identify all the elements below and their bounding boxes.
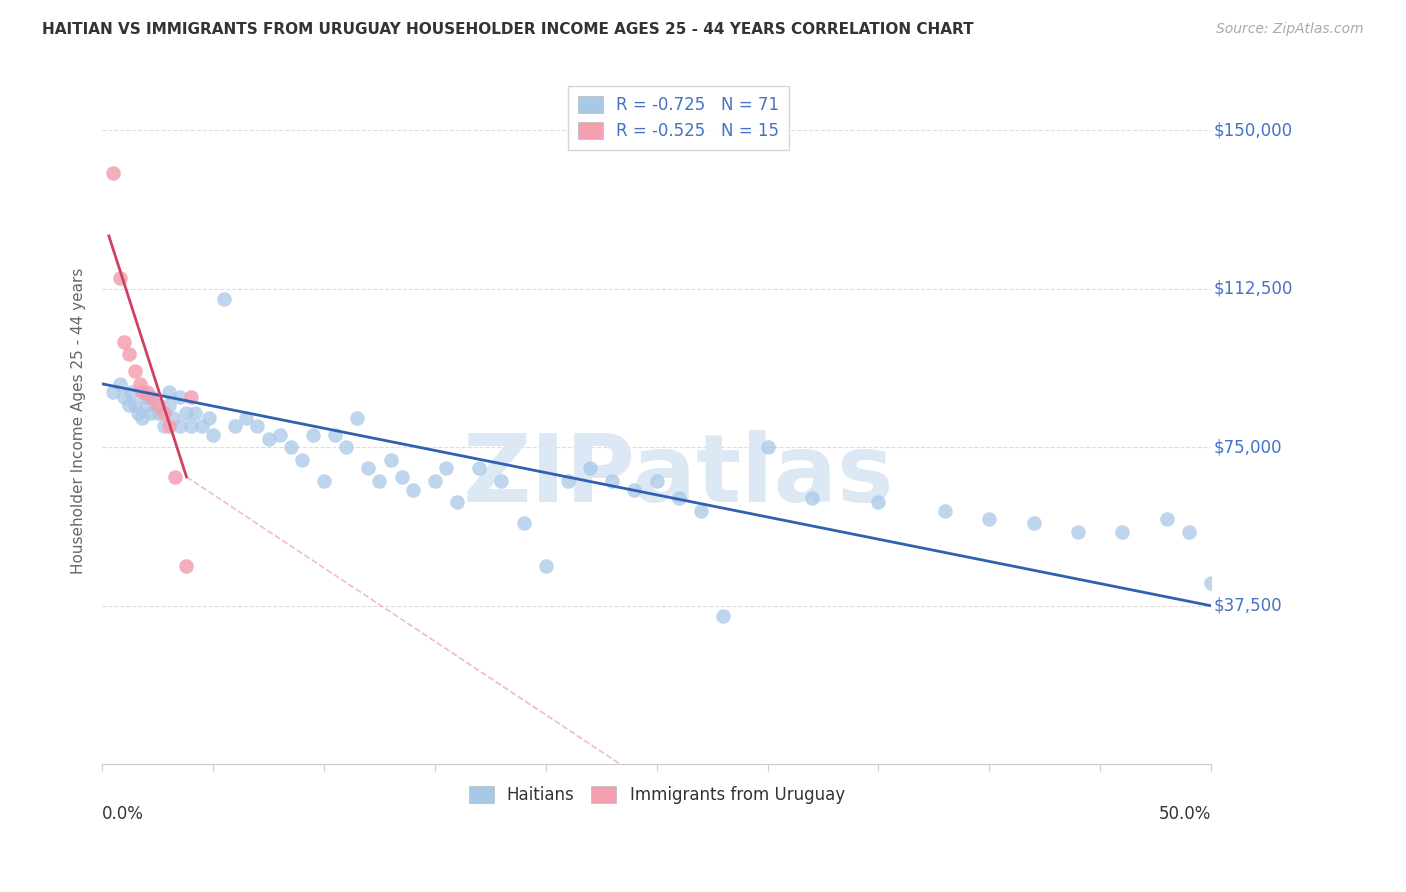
Point [800,491,823,505]
Point [512,516,534,531]
Point [323,427,346,442]
Point [302,427,325,442]
Point [146,407,169,421]
Point [108,376,131,391]
Point [391,470,413,484]
Point [434,461,457,475]
Point [1022,516,1045,531]
Y-axis label: Householder Income Ages 25 - 44 years: Householder Income Ages 25 - 44 years [72,268,86,574]
Point [112,390,135,404]
Point [557,474,579,488]
Point [202,427,225,442]
Point [176,407,198,421]
Point [131,385,153,400]
Point [103,165,125,179]
Point [402,483,425,497]
Point [118,398,141,412]
Point [139,390,162,404]
Point [139,390,162,404]
Point [868,495,890,509]
Point [346,410,368,425]
Point [162,410,184,425]
Point [1067,524,1090,539]
Point [235,410,257,425]
Point [108,271,131,285]
Point [934,504,956,518]
Point [129,376,152,391]
Point [600,474,623,488]
Point [184,407,207,421]
Text: HAITIAN VS IMMIGRANTS FROM URUGUAY HOUSEHOLDER INCOME AGES 25 - 44 YEARS CORRELA: HAITIAN VS IMMIGRANTS FROM URUGUAY HOUSE… [42,22,974,37]
Point [169,419,191,434]
Point [157,419,180,434]
Point [1156,512,1178,526]
Point [645,474,668,488]
Point [165,470,187,484]
Point [191,419,214,434]
Point [131,410,153,425]
Point [212,293,235,307]
Point [291,453,314,467]
Text: ZIPatlas: ZIPatlas [463,430,894,522]
Text: $75,000: $75,000 [1213,438,1282,457]
Point [690,504,713,518]
Point [1111,524,1133,539]
Point [423,474,446,488]
Point [120,385,142,400]
Point [335,440,357,454]
Point [157,398,180,412]
Point [623,483,645,497]
Text: $37,500: $37,500 [1213,597,1282,615]
Point [668,491,690,505]
Point [357,461,380,475]
Point [124,398,146,412]
Point [468,461,491,475]
Point [135,385,157,400]
Point [176,558,198,573]
Point [380,453,402,467]
Point [197,410,219,425]
Text: $112,500: $112,500 [1213,280,1292,298]
Text: 50.0%: 50.0% [1159,805,1211,823]
Point [153,419,176,434]
Point [124,364,146,378]
Point [446,495,468,509]
Point [139,407,162,421]
Point [756,440,779,454]
Point [118,347,141,361]
Point [257,432,280,446]
Point [534,558,557,573]
Point [269,427,291,442]
Text: $150,000: $150,000 [1213,121,1292,139]
Point [169,390,191,404]
Point [112,334,135,349]
Point [280,440,302,454]
Point [103,385,125,400]
Point [368,474,391,488]
Point [491,474,513,488]
Point [579,461,602,475]
Point [180,390,202,404]
Point [127,407,149,421]
Point [146,398,169,412]
Point [157,385,180,400]
Point [1178,524,1201,539]
Point [135,390,157,404]
Point [312,474,335,488]
Point [979,512,1001,526]
Point [180,419,202,434]
Point [131,385,153,400]
Text: 0.0%: 0.0% [103,805,143,823]
Point [153,407,176,421]
Point [146,398,169,412]
Point [224,419,246,434]
Legend: Haitians, Immigrants from Uruguay: Haitians, Immigrants from Uruguay [461,780,852,811]
Text: Source: ZipAtlas.com: Source: ZipAtlas.com [1216,22,1364,37]
Point [711,609,734,624]
Point [135,398,157,412]
Point [246,419,269,434]
Point [1199,575,1222,590]
